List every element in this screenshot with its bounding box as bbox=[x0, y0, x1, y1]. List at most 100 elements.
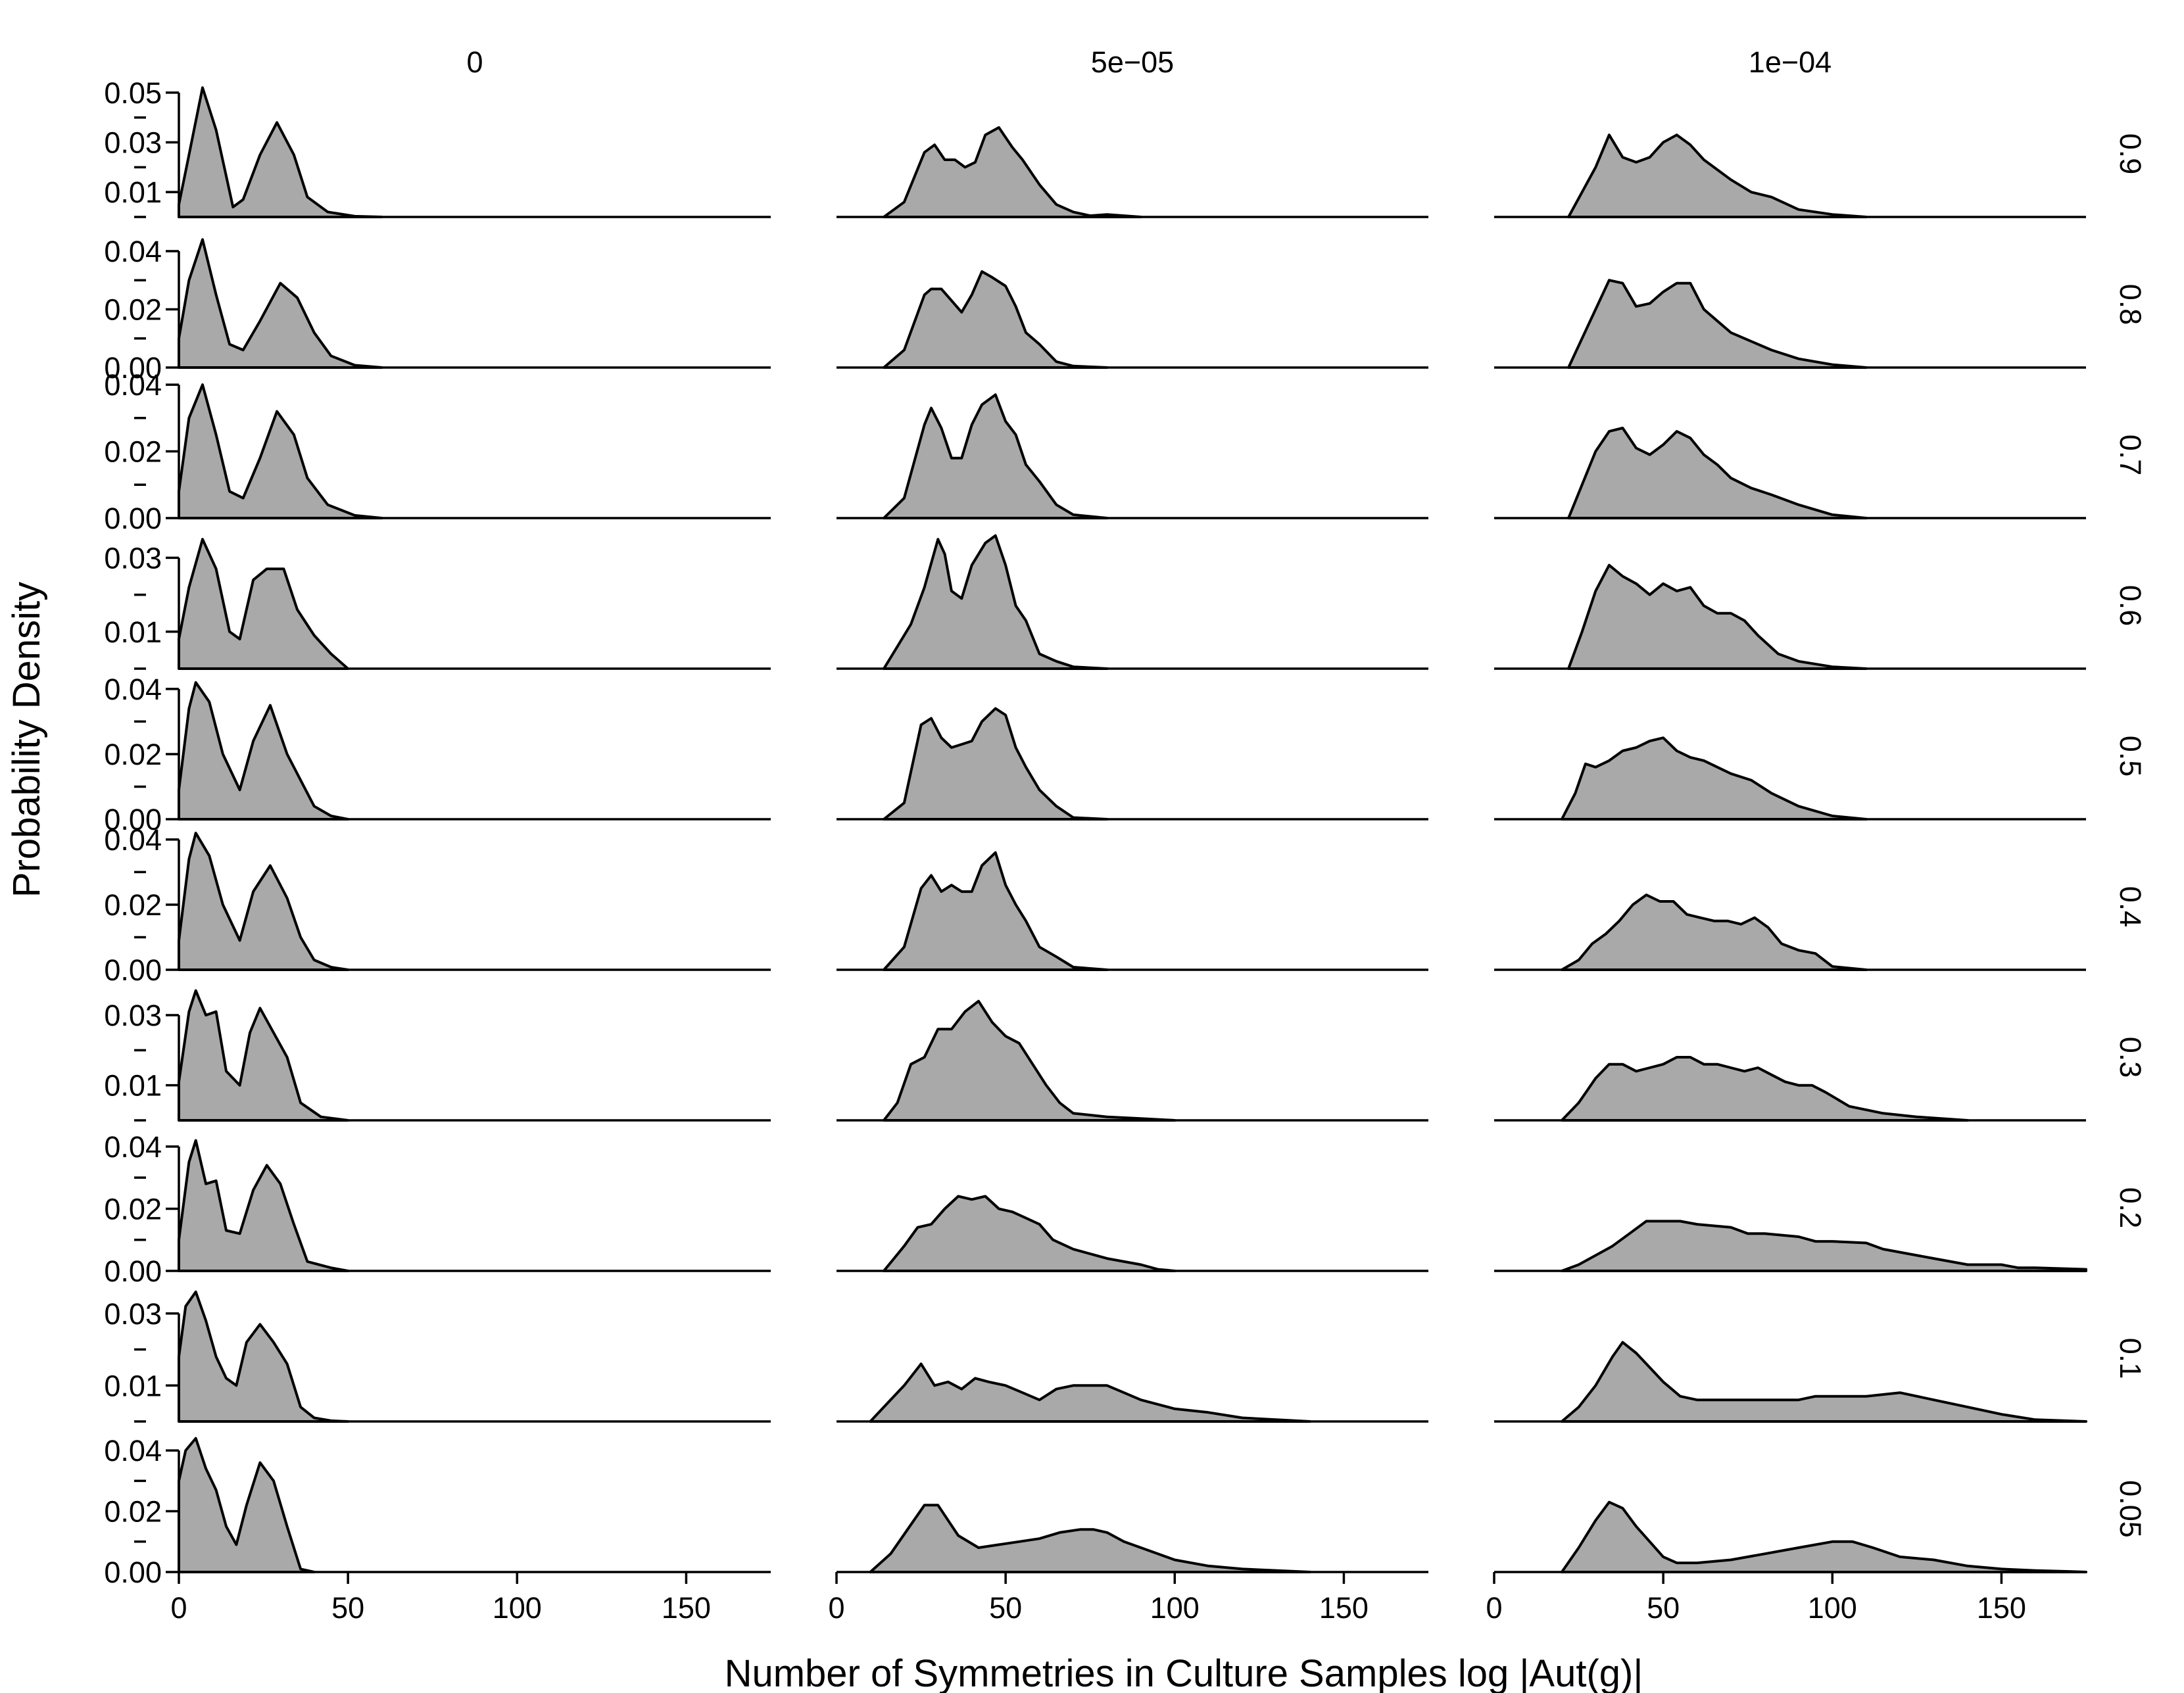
x-tick-label: 0 bbox=[1486, 1591, 1502, 1625]
panel-r4-c2 bbox=[1494, 736, 2086, 821]
x-tick-label: 150 bbox=[1319, 1591, 1369, 1625]
y-tick-label: 0.02 bbox=[104, 293, 162, 326]
column-strip-label: 1e−04 bbox=[1749, 45, 1832, 79]
y-axis-row-8: 0.03 0.01 bbox=[104, 1297, 180, 1423]
y-tick-label: 0.01 bbox=[104, 1369, 162, 1402]
x-tick-label: 50 bbox=[331, 1591, 364, 1625]
density-curve bbox=[869, 1504, 1311, 1573]
y-tick-label: 0.04 bbox=[104, 368, 162, 402]
density-curve bbox=[883, 393, 1109, 519]
y-tick-label: 0.00 bbox=[104, 803, 162, 836]
panel-r4-c1 bbox=[837, 707, 1428, 821]
panel-r7-c0 bbox=[178, 1139, 771, 1272]
density-curve bbox=[1567, 427, 1868, 519]
row-strip-label: 0.05 bbox=[2114, 1480, 2147, 1538]
column-strip-label: 5e−05 bbox=[1091, 45, 1174, 79]
y-tick-label: 0.02 bbox=[104, 888, 162, 922]
density-curve bbox=[178, 538, 350, 670]
row-strip-label: 0.6 bbox=[2114, 585, 2147, 627]
panel-r6-c2 bbox=[1494, 1056, 2086, 1122]
density-curve bbox=[178, 86, 383, 218]
y-tick-label: 0.05 bbox=[104, 76, 162, 110]
panel-r3-c2 bbox=[1494, 563, 2086, 670]
density-curve bbox=[883, 999, 1177, 1122]
panel-r5-c2 bbox=[1494, 894, 2086, 971]
x-tick-label: 150 bbox=[662, 1591, 711, 1625]
density-curve bbox=[883, 534, 1109, 670]
density-curve bbox=[178, 238, 383, 369]
panel-r3-c1 bbox=[837, 534, 1428, 670]
density-curve bbox=[178, 1437, 316, 1573]
y-axis-row-4: 0.04 0.02 0.00 bbox=[104, 673, 180, 836]
row-strip-label: 0.8 bbox=[2114, 284, 2147, 325]
x-tick-label: 50 bbox=[989, 1591, 1022, 1625]
y-axis-row-1: 0.04 0.02 0.00 bbox=[104, 235, 180, 385]
x-tick-label: 50 bbox=[1647, 1591, 1680, 1625]
panel-r0-c1 bbox=[837, 126, 1428, 218]
y-axes: 0.050.030.010.040.020.000.040.020.000.03… bbox=[104, 76, 180, 1589]
panel-r6-c0 bbox=[178, 989, 771, 1122]
panel-r8-c1 bbox=[837, 1362, 1428, 1423]
column-strip-label: 0 bbox=[466, 45, 483, 79]
y-tick-label: 0.03 bbox=[104, 999, 162, 1032]
panel-r5-c1 bbox=[837, 851, 1428, 971]
y-axis-row-9: 0.04 0.02 0.00 bbox=[104, 1434, 180, 1589]
density-curve bbox=[178, 989, 350, 1122]
y-axis-row-7: 0.04 0.02 0.00 bbox=[104, 1130, 180, 1288]
panel-r8-c0 bbox=[178, 1290, 771, 1423]
density-curve bbox=[883, 851, 1109, 971]
panel-r1-c1 bbox=[837, 270, 1428, 369]
y-tick-label: 0.03 bbox=[104, 126, 162, 160]
y-tick-label: 0.04 bbox=[104, 1434, 162, 1467]
row-strip-label: 0.5 bbox=[2114, 736, 2147, 777]
panel-r7-c2 bbox=[1494, 1220, 2087, 1272]
y-axis-title: Probability Density bbox=[5, 582, 48, 897]
density-curve bbox=[178, 681, 350, 821]
density-curve bbox=[1567, 133, 1868, 218]
density-curve bbox=[1560, 1500, 2087, 1573]
density-curve bbox=[869, 1362, 1311, 1423]
y-tick-label: 0.04 bbox=[104, 1130, 162, 1164]
x-tick-label: 0 bbox=[828, 1591, 844, 1625]
y-tick-label: 0.04 bbox=[104, 235, 162, 268]
density-curve bbox=[1560, 736, 1868, 821]
panel-r9-c0 bbox=[178, 1437, 771, 1573]
y-tick-label: 0.02 bbox=[104, 1192, 162, 1226]
x-tick-label: 150 bbox=[1977, 1591, 2026, 1625]
x-tick-label: 100 bbox=[1150, 1591, 1200, 1625]
density-curve bbox=[883, 1195, 1177, 1272]
x-axes: 0 50 100 150 0 50 100 150 0 50 100 150 bbox=[170, 1572, 2026, 1625]
y-axis-row-6: 0.03 0.01 bbox=[104, 999, 180, 1122]
column-strip-labels: 0 5e−05 1e−04 bbox=[466, 45, 1832, 79]
y-axis-row-2: 0.04 0.02 0.00 bbox=[104, 368, 180, 535]
y-axis-row-5: 0.04 0.02 0.00 bbox=[104, 823, 180, 987]
x-axis-title: Number of Symmetries in Culture Samples … bbox=[725, 1652, 1643, 1693]
y-tick-label: 0.02 bbox=[104, 1495, 162, 1529]
density-panels bbox=[178, 86, 2087, 1573]
y-tick-label: 0.00 bbox=[104, 1556, 162, 1589]
density-curve bbox=[1567, 563, 1868, 670]
y-axis-row-3: 0.03 0.01 bbox=[104, 541, 180, 670]
y-tick-label: 0.00 bbox=[104, 351, 162, 385]
panel-r0-c2 bbox=[1494, 133, 2086, 218]
row-strip-label: 0.7 bbox=[2114, 435, 2147, 476]
x-axis-col-2: 0 50 100 150 bbox=[1486, 1572, 2026, 1625]
density-curve bbox=[1560, 1056, 1969, 1122]
y-axis-row-0: 0.05 0.03 0.01 bbox=[104, 76, 180, 218]
density-curve bbox=[1560, 1341, 2087, 1423]
panel-r8-c2 bbox=[1494, 1341, 2087, 1423]
density-curve bbox=[883, 126, 1142, 218]
row-strip-label: 0.4 bbox=[2114, 886, 2147, 928]
panel-r9-c2 bbox=[1494, 1500, 2087, 1573]
panel-r3-c0 bbox=[178, 538, 771, 670]
panel-r1-c2 bbox=[1494, 279, 2086, 369]
y-tick-label: 0.01 bbox=[104, 176, 162, 209]
panel-r9-c1 bbox=[837, 1504, 1428, 1573]
panel-r2-c1 bbox=[837, 393, 1428, 519]
y-tick-label: 0.03 bbox=[104, 1297, 162, 1331]
density-curve bbox=[1560, 1220, 2087, 1272]
y-tick-label: 0.03 bbox=[104, 541, 162, 575]
row-strip-label: 0.9 bbox=[2114, 133, 2147, 175]
y-tick-label: 0.01 bbox=[104, 615, 162, 649]
